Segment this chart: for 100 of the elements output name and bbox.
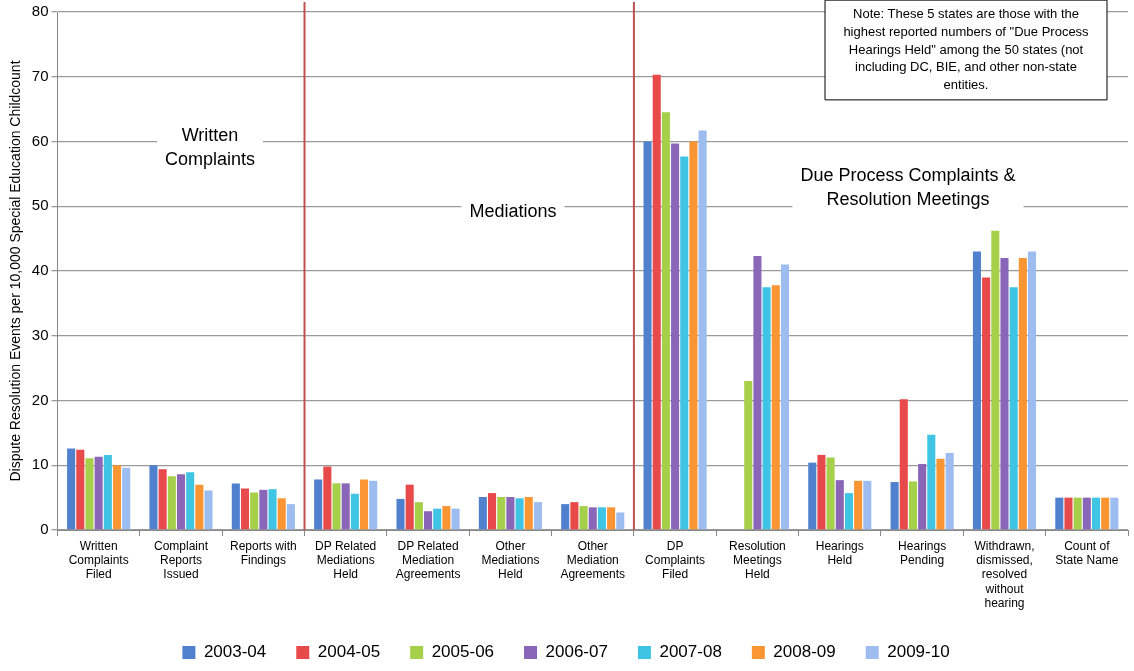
y-tick-label: 60 (31, 131, 49, 149)
bar (250, 492, 259, 530)
bar (195, 484, 204, 530)
bar (826, 457, 835, 530)
bar (231, 483, 240, 530)
bar (817, 454, 826, 530)
x-tick-label: Written Complaints Filed (68, 538, 129, 582)
bar (854, 480, 863, 530)
bar (396, 498, 405, 530)
legend-label: 2005-06 (431, 642, 495, 662)
bar (369, 480, 378, 530)
legend-label: 2006-07 (545, 642, 608, 662)
bar (1110, 497, 1119, 530)
bar (85, 458, 94, 530)
bar (424, 511, 433, 530)
bar (945, 452, 954, 530)
bar (579, 506, 588, 530)
bar (67, 448, 76, 530)
bar (1064, 497, 1073, 530)
bar (497, 496, 506, 530)
bar (314, 479, 323, 530)
x-tick-label: Other Mediation Agreements (560, 538, 626, 582)
x-tick-label: DP Complaints Filed (645, 538, 706, 582)
bar (570, 502, 579, 530)
bar (661, 112, 670, 530)
legend-label: 2009-10 (887, 642, 950, 662)
bar (1101, 497, 1110, 530)
bar (844, 493, 853, 530)
bar (112, 465, 122, 530)
bar (360, 479, 369, 530)
x-tick-label: Withdrawn, dismissed, resolved without hearing (974, 538, 1035, 611)
annotation: Written Complaints (164, 124, 256, 170)
bar (176, 474, 186, 530)
bar (442, 506, 451, 530)
bar (478, 496, 487, 530)
bar (524, 496, 533, 530)
legend-label: 2008-09 (773, 642, 836, 662)
bar (982, 277, 991, 530)
bar (616, 512, 625, 530)
bar (405, 484, 414, 530)
y-tick-label: 10 (31, 455, 49, 473)
bar (451, 508, 460, 530)
y-tick-label: 40 (31, 261, 49, 279)
bar (1091, 497, 1101, 530)
y-tick-label: 30 (31, 325, 49, 343)
bar (908, 481, 917, 530)
bar (936, 458, 945, 530)
x-tick-label: Complaint Reports Issued (153, 538, 209, 582)
bar (652, 74, 661, 530)
legend-label: 2003-04 (203, 642, 267, 662)
bar (1027, 251, 1037, 530)
y-tick-label: 50 (31, 196, 49, 214)
bar (918, 463, 927, 530)
bar (332, 483, 341, 530)
x-tick-label: DP Related Mediation Agreements (395, 538, 461, 582)
bar (561, 504, 570, 530)
bar (94, 456, 103, 530)
bar (414, 502, 423, 530)
x-tick-label: DP Related Mediations Held (315, 538, 377, 582)
bar (991, 230, 1000, 530)
annotation: Note: These 5 states are those with the highest reported numbers of "Due Process Hearings Held" among the 50 states (not including DC, BIE, and other non-state entities. (843, 6, 1090, 92)
x-tick-label: Hearings Held (815, 538, 864, 567)
bar (186, 472, 195, 530)
x-tick-label: Resolution Meetings Held (729, 538, 786, 582)
bar (927, 434, 936, 530)
bar (341, 483, 350, 530)
bar (972, 251, 981, 530)
bar (899, 399, 908, 530)
bar (1082, 497, 1091, 530)
bar (863, 480, 872, 530)
x-tick-label: Reports with Findings (230, 538, 297, 567)
bar (744, 381, 753, 530)
x-tick-label: Other Mediations Held (481, 538, 540, 582)
bar (762, 287, 771, 530)
bar (808, 462, 817, 530)
bar (268, 489, 277, 530)
bar (1018, 258, 1027, 530)
bar (122, 467, 131, 530)
bar (259, 489, 268, 530)
bar (753, 256, 762, 530)
bar (76, 449, 85, 530)
y-tick-label: 0 (40, 520, 49, 538)
bar (286, 504, 295, 530)
bar (515, 498, 524, 530)
bar (167, 476, 176, 530)
bar (680, 156, 689, 530)
bar (643, 141, 652, 530)
bar (607, 507, 616, 530)
bar (323, 466, 332, 530)
bar (1073, 497, 1082, 530)
y-tick-label: 80 (31, 2, 49, 20)
bar (698, 130, 707, 530)
bar (835, 480, 844, 530)
y-tick-label: 20 (31, 390, 49, 408)
x-tick-label: Hearings Pending (898, 538, 947, 567)
bar (671, 143, 680, 530)
annotation: Due Process Complaints & Resolution Meetings (800, 164, 1016, 210)
bar (1055, 497, 1064, 530)
bar (158, 469, 167, 530)
bar (780, 264, 789, 530)
